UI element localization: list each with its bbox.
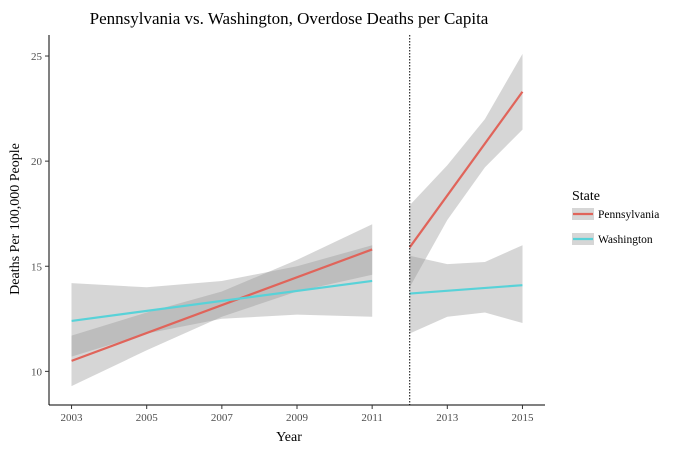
x-axis-label: Year (276, 430, 302, 445)
x-axis-ticks: 2003 2005 2007 2009 2011 2013 2015 (61, 405, 534, 424)
y-tick-label: 10 (31, 366, 43, 378)
x-tick-label: 2009 (286, 412, 309, 424)
washington-line-1 (71, 279, 373, 322)
legend-title: State (572, 189, 600, 204)
y-axis-label: Deaths Per 100,000 People (8, 143, 23, 295)
x-tick-label: 2015 (511, 412, 534, 424)
x-tick-label: 2011 (361, 412, 383, 424)
washington-line-2 (409, 284, 523, 295)
y-axis-ticks: 10 15 20 25 (31, 51, 49, 378)
legend-label-pennsylvania: Pennsylvania (598, 209, 659, 221)
x-tick-label: 2013 (436, 412, 459, 424)
pennsylvania-line-2 (408, 91, 524, 248)
x-tick-label: 2003 (61, 412, 84, 424)
legend: State Pennsylvania Washington (572, 189, 659, 246)
x-tick-label: 2007 (211, 412, 234, 424)
legend-label-washington: Washington (598, 234, 653, 246)
x-tick-label: 2005 (136, 412, 159, 424)
pennsylvania-line-1 (71, 248, 373, 362)
y-tick-label: 25 (31, 51, 43, 63)
series-lines (71, 91, 524, 362)
y-tick-label: 15 (31, 261, 43, 273)
chart-title: Pennsylvania vs. Washington, Overdose De… (90, 9, 489, 28)
y-tick-label: 20 (31, 156, 43, 168)
